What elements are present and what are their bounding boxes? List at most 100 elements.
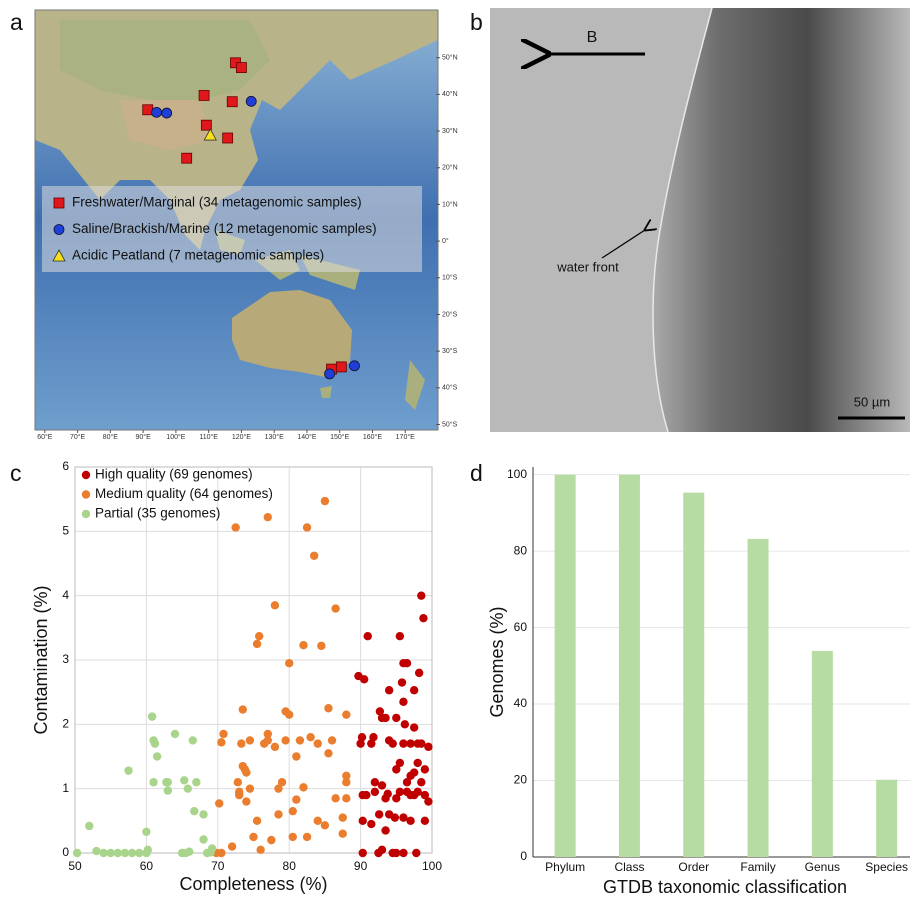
point [127,848,137,858]
point [419,613,428,623]
point [135,848,144,858]
point [106,848,115,858]
point [277,778,287,787]
lon-tick-label: 80°E [103,433,119,441]
y-tick-label: 4 [62,588,69,602]
point [142,827,151,836]
x-tick-label: Family [740,860,775,874]
point [274,810,283,819]
lon-tick-label: 150°E [330,433,349,441]
bar [811,650,833,857]
point [238,705,247,714]
x-axis-label: Completeness (%) [179,874,327,894]
point [417,591,426,600]
site-marker [222,132,234,144]
point [288,806,297,816]
point [420,765,430,774]
point [392,794,401,803]
point [363,631,372,641]
lat-tick-label: 30°S [442,347,458,355]
point [199,810,208,819]
point [331,794,340,803]
lat-tick-label: 50°S [442,420,458,428]
legend-marker [81,509,91,519]
x-tick-label: 90 [354,859,368,873]
point [267,835,276,845]
y-tick-label: 2 [62,717,69,731]
point [397,678,407,687]
point [255,631,264,641]
site-marker [236,62,247,73]
point [317,641,326,651]
point [242,797,251,806]
legend-marker [53,224,65,235]
point [381,794,390,803]
y-tick-label: 40 [514,696,528,710]
point [399,848,408,858]
panel-label: a [10,9,23,35]
site-marker [161,107,173,119]
lat-tick-label: 30°N [442,127,458,135]
point [395,787,405,797]
point [281,736,290,745]
point [274,784,283,793]
lon-tick-label: 90°E [135,433,151,441]
point [399,813,408,822]
x-tick-label: 60 [140,859,154,873]
lon-tick-label: 170°E [396,433,415,441]
point [183,784,193,793]
point [249,832,258,842]
x-tick-label: 100 [422,859,442,873]
x-tick-label: 70 [211,859,225,873]
point [235,787,244,797]
panel-label: d [470,460,483,486]
point [295,736,305,745]
lat-tick-label: 40°N [442,90,458,98]
point [400,720,410,729]
lat-tick-label: 10°S [442,274,458,282]
point [331,604,340,613]
point [377,781,387,790]
legend-label: Freshwater/Marginal (34 metagenomic samp… [72,195,362,210]
point [120,848,130,858]
x-tick-label: Genus [805,860,840,874]
point [342,710,351,719]
land [35,10,438,410]
point [285,659,294,668]
point [85,821,94,831]
lat-tick-label: 40°S [442,384,458,392]
point [199,835,208,844]
point [245,736,255,745]
x-axis-label: GTDB taxonomic classification [603,877,847,897]
point [292,795,301,804]
point [299,641,308,650]
bar [747,538,769,857]
point [302,523,312,532]
point [306,733,315,742]
point [369,733,378,742]
legend-marker [81,490,91,499]
point [358,848,367,858]
site-marker [324,368,335,380]
panel-label: c [10,460,22,486]
x-tick-label: Species [865,860,908,874]
x-tick-label: Order [678,860,709,874]
legend-marker [81,470,91,480]
point [359,675,369,684]
point [402,778,412,787]
point [285,710,294,719]
point [412,848,421,858]
point [270,742,280,752]
point [327,736,337,745]
point [356,739,365,748]
point [99,848,108,858]
lat-tick-label: 20°S [442,310,458,318]
lat-tick-label: 50°N [442,54,458,62]
point [395,758,405,768]
water-front-line [652,7,713,433]
point [392,765,401,774]
point [409,723,419,732]
legend-label: Partial (35 genomes) [95,506,220,521]
